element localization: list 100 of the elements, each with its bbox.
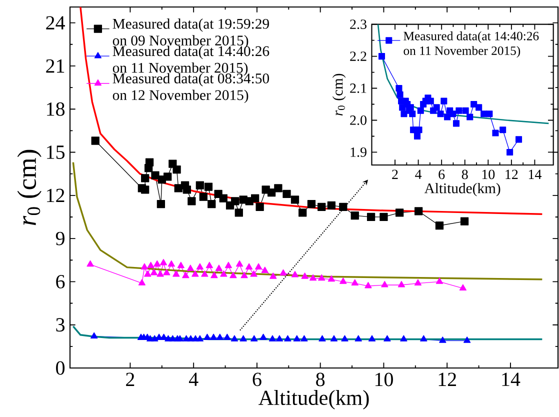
point	[224, 334, 231, 340]
point	[416, 126, 422, 134]
point	[231, 197, 240, 206]
point	[86, 260, 94, 267]
point	[318, 202, 326, 211]
point	[160, 258, 168, 266]
point	[196, 181, 204, 190]
point	[204, 182, 213, 191]
point	[516, 136, 522, 143]
y-tick-label: 15	[47, 146, 65, 159]
point	[466, 114, 474, 120]
x-tick-label: 8	[462, 170, 468, 180]
y-tick-label: 2.2	[350, 52, 366, 62]
point	[234, 208, 243, 217]
point	[318, 335, 326, 342]
point	[268, 335, 276, 342]
point	[144, 164, 153, 172]
x-tick-label: 10	[375, 372, 393, 386]
point	[90, 332, 98, 339]
point	[141, 174, 150, 182]
point	[354, 335, 362, 342]
point	[174, 184, 182, 192]
point	[293, 335, 300, 342]
point	[291, 271, 299, 278]
point	[196, 335, 204, 342]
point	[463, 336, 471, 343]
point	[380, 212, 388, 222]
point	[186, 264, 194, 271]
point	[147, 262, 154, 268]
point	[199, 192, 208, 201]
x-tick-label: 4	[415, 170, 422, 179]
point	[196, 263, 204, 270]
point	[417, 107, 424, 114]
point	[435, 222, 444, 230]
y-axis-title: r$_{0}$ (cm)	[17, 150, 42, 226]
y-tick-label: 9	[56, 232, 64, 246]
point	[156, 200, 166, 208]
point	[327, 201, 336, 210]
point	[437, 110, 444, 118]
point	[486, 110, 493, 118]
x-tick-label: 4	[188, 372, 198, 386]
point	[282, 190, 291, 198]
line-series	[377, 24, 550, 124]
point	[240, 272, 248, 278]
point	[298, 208, 307, 217]
point	[456, 107, 462, 114]
x-tick-label: 8	[316, 372, 325, 386]
point	[420, 335, 428, 342]
point	[459, 284, 467, 291]
point	[250, 194, 260, 202]
point	[208, 200, 216, 208]
point	[340, 278, 347, 284]
point	[236, 260, 244, 267]
point	[168, 260, 175, 267]
point	[201, 270, 208, 277]
point	[224, 262, 232, 268]
y-tick-label: 6	[56, 274, 65, 288]
point	[506, 148, 514, 156]
x-tick-label: 2	[126, 372, 134, 386]
y-tick-label: 24	[46, 16, 65, 30]
y-tick-label: 2.1	[350, 84, 366, 93]
line-series	[80, 6, 544, 215]
point	[381, 280, 388, 288]
point	[188, 197, 196, 206]
point	[436, 278, 444, 284]
point	[219, 194, 228, 202]
point	[210, 272, 218, 278]
legend-label: Measured data(at 08:34:50 on 12 November 2015)	[112, 73, 270, 104]
point	[91, 136, 100, 145]
point	[182, 272, 190, 278]
x-axis-title: Altitude(km)	[424, 182, 500, 196]
point	[156, 270, 164, 277]
point	[440, 98, 448, 104]
point	[151, 171, 160, 180]
point	[250, 270, 258, 277]
x-tick-label: 14	[528, 170, 542, 179]
point	[240, 335, 247, 342]
point	[396, 91, 404, 98]
point	[206, 262, 213, 268]
x-tick-label: 2	[392, 170, 398, 179]
point	[192, 270, 199, 277]
point	[284, 335, 292, 342]
y-tick-label: 0	[56, 361, 65, 375]
y-tick-label: 1.9	[350, 147, 366, 157]
point	[250, 335, 258, 342]
point	[460, 217, 469, 226]
point	[492, 130, 499, 136]
point	[500, 126, 506, 134]
point	[172, 165, 181, 174]
point	[215, 264, 223, 271]
y-tick-label: 12	[47, 188, 64, 202]
point	[309, 274, 317, 281]
point	[395, 208, 404, 217]
point	[400, 335, 408, 342]
point	[254, 263, 262, 270]
point	[339, 202, 348, 211]
point	[172, 270, 180, 277]
point	[256, 202, 264, 211]
y-tick-label: 3	[56, 318, 65, 332]
point	[176, 335, 184, 342]
